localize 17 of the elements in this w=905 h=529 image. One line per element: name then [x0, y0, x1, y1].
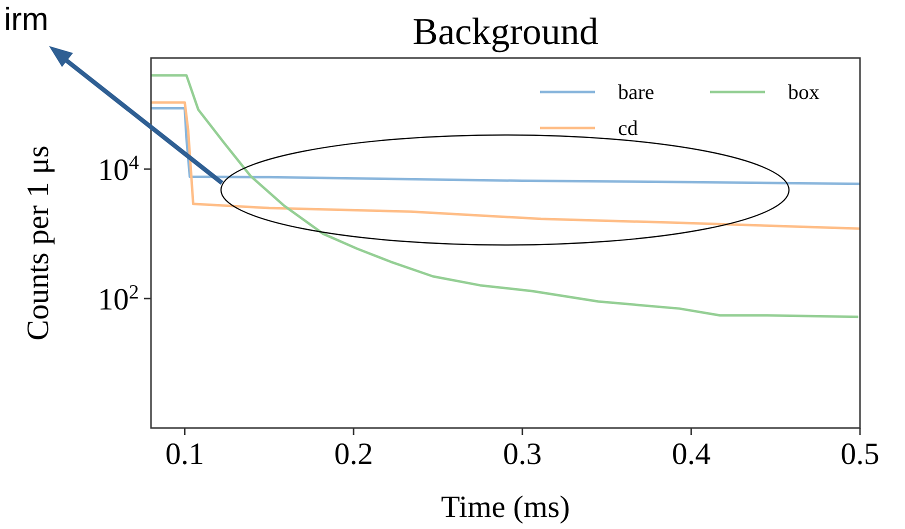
legend-label: bare [618, 80, 654, 104]
legend-label: cd [618, 116, 638, 140]
x-tick-label: 0.1 [165, 436, 204, 471]
line-series [151, 74, 860, 318]
line-series [151, 107, 860, 186]
y-axis-title: Counts per 1 μs [20, 146, 55, 340]
y-tick-label: 10$^{2}$ [98, 282, 139, 317]
x-axis-title: Time (ms) [441, 489, 570, 524]
chart-title: Background [412, 11, 598, 53]
x-tick-label: 0.4 [672, 436, 712, 471]
x-tick-label: 0.3 [503, 436, 542, 471]
line-series [151, 101, 860, 230]
y-tick-label: 10$^{4}$ [98, 152, 139, 188]
text: irm [4, 1, 48, 37]
legend-label: box [788, 80, 820, 104]
x-tick-label: 0.5 [840, 436, 880, 471]
x-tick-label: 0.2 [334, 436, 373, 471]
